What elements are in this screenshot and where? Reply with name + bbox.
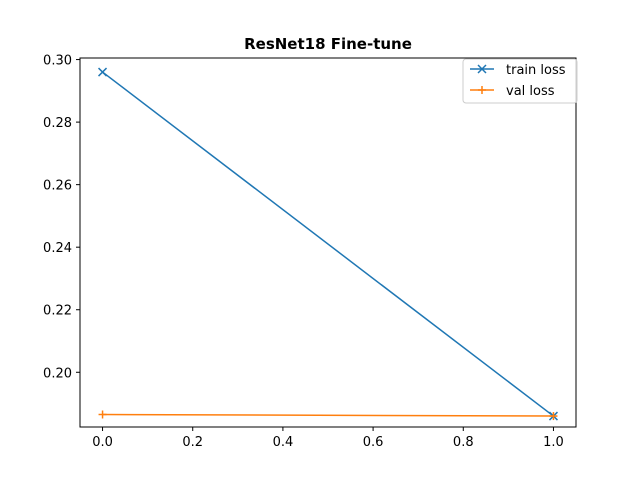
y-axis: 0.20 0.22 0.24 0.26 0.28 0.30 <box>43 54 80 381</box>
x-tick-label: 0.4 <box>273 435 294 450</box>
y-tick-label: 0.28 <box>43 116 72 131</box>
x-tick-label: 1.0 <box>543 435 564 450</box>
data-point <box>98 67 108 77</box>
plot-area <box>79 57 577 428</box>
x-tick-label: 0.2 <box>182 435 203 450</box>
x-axis: 0.0 0.2 0.4 0.6 0.8 1.0 <box>92 427 564 450</box>
legend-label-val: val loss <box>506 84 555 99</box>
y-tick-label: 0.24 <box>43 241 72 256</box>
legend-box <box>462 58 578 104</box>
y-tick-label: 0.26 <box>43 179 72 194</box>
plot-frame <box>79 57 577 428</box>
legend-marker-train <box>477 64 487 74</box>
series-line-0 <box>102 71 554 417</box>
legend-marker-glyph <box>477 64 487 74</box>
x-tick-label: 0.8 <box>453 435 474 450</box>
series-layer <box>98 67 558 421</box>
x-tick-label: 0.0 <box>92 435 113 450</box>
legend: train loss val loss <box>462 58 578 104</box>
legend-label-train: train loss <box>506 63 566 78</box>
y-tick-label: 0.22 <box>43 304 72 319</box>
y-tick-label: 0.30 <box>43 54 72 69</box>
chart-title: ResNet18 Fine-tune <box>244 35 412 53</box>
legend-marker-val <box>478 86 486 94</box>
y-tick-label: 0.20 <box>43 366 72 381</box>
series-line-1 <box>102 413 554 417</box>
x-tick-label: 0.6 <box>363 435 384 450</box>
